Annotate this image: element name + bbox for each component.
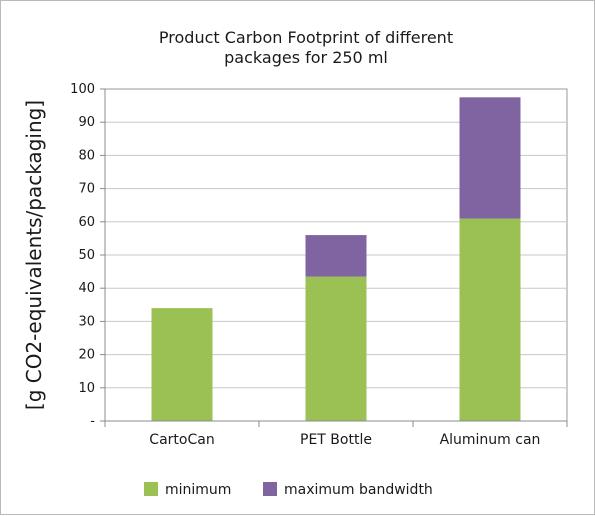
y-tick-label: 60 [78, 215, 95, 230]
legend-swatch [144, 482, 158, 496]
x-tick-label: CartoCan [149, 432, 214, 448]
x-tick-label: PET Bottle [300, 432, 372, 448]
y-tick-label: 20 [78, 348, 95, 363]
y-tick-label: - [90, 414, 95, 429]
legend-label: maximum bandwidth [284, 482, 433, 498]
y-tick-label: 100 [70, 82, 95, 97]
bar-maximum-bandwidth-aluminum-can [459, 97, 521, 219]
bar-maximum-bandwidth-pet-bottle [305, 235, 367, 277]
x-tick-labels: CartoCan PET Bottle Aluminum can [149, 432, 540, 448]
legend-label: minimum [165, 482, 231, 498]
y-tick-label: 50 [78, 248, 95, 263]
y-tick-label: 30 [78, 314, 95, 329]
y-axis-label: [g CO2-equivalents/packaging] [22, 100, 46, 410]
bar-minimum-aluminum-can [459, 218, 521, 421]
legend-swatch [263, 482, 277, 496]
bar-minimum-pet-bottle [305, 276, 367, 421]
y-tick-label: 70 [78, 182, 95, 197]
y-tick-label: 80 [78, 148, 95, 163]
axes [104, 89, 568, 427]
y-tick-label: 10 [78, 381, 95, 396]
bar-minimum-cartocan [151, 308, 213, 421]
x-tick-label: Aluminum can [440, 432, 541, 448]
chart-title-line-2: packages for 250 ml [224, 48, 388, 67]
legend: minimum maximum bandwidth [144, 482, 433, 498]
bars [151, 97, 521, 421]
chart-title-line-1: Product Carbon Footprint of different [159, 28, 453, 47]
y-tick-labels: - 10 20 30 40 50 60 70 80 90 100 [70, 82, 95, 429]
y-tick-label: 40 [78, 281, 95, 296]
y-tick-label: 90 [78, 115, 95, 130]
